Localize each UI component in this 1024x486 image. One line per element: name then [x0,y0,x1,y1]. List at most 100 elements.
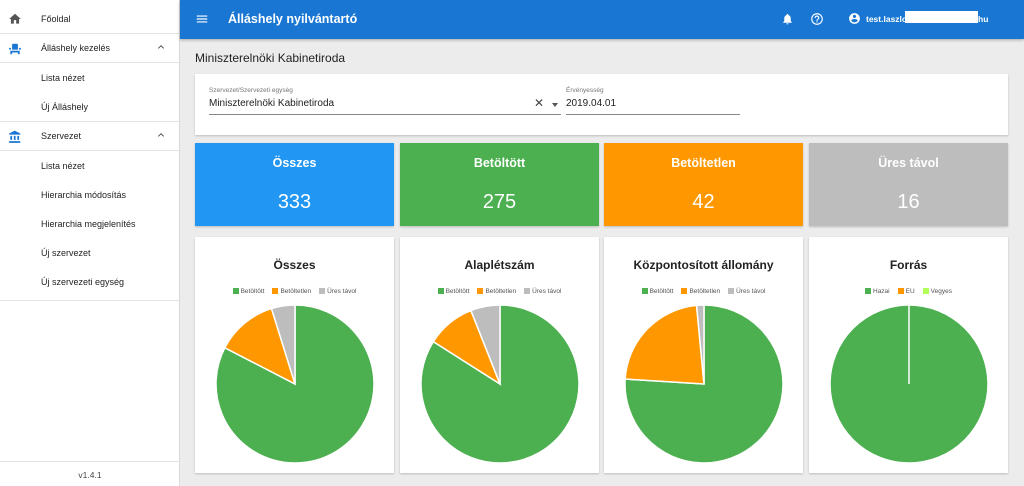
legend-label: Üres távol [327,288,357,295]
legend-item[interactable]: Betöltött [641,288,673,295]
legend-label: Betöltetlen [689,288,721,295]
stat-card-vacant: Betöltetlen 42 [604,143,803,226]
bell-icon[interactable] [781,12,794,26]
legend-swatch [477,288,484,294]
pie-slice[interactable] [223,307,297,386]
legend-item[interactable]: Betöltetlen [477,288,516,295]
validity-field-label: Érvényesség [566,87,604,94]
stat-value: 333 [277,191,312,213]
menu-icon[interactable] [195,12,209,26]
chart-legend: Betöltött Betöltetlen Üres távol [400,288,599,295]
sidebar-item-label: Álláshely kezelés [41,43,111,53]
help-icon[interactable] [810,12,824,26]
validity-field-underline [566,114,740,115]
legend-swatch [897,288,904,294]
legend-swatch [922,288,929,294]
sidebar-item-new-unit[interactable]: Új szervezeti egység [0,267,179,296]
org-field-label: Szervezet/Szervezeti egység [209,87,293,94]
bank-icon [9,130,21,143]
sidebar-item-label: Hierarchia módosítás [41,189,127,200]
filter-card: Szervezet/Szervezeti egység Minisztereln… [195,74,1008,135]
legend-item[interactable]: Vegyes [922,288,952,295]
validity-input[interactable]: 2019.04.01 [566,98,617,109]
page-title: Miniszterelnöki Kabinetiroda [195,51,346,65]
sidebar-item-label: Szervezet [41,131,82,141]
chart-title: Központosított állomány [633,258,774,272]
sidebar-item-label: Új Álláshely [41,101,89,112]
sidebar-item-label: Új szervezet [41,247,91,258]
legend-swatch [681,288,688,294]
redacted-block [905,11,978,23]
stat-card-total: Összes 333 [195,143,394,226]
sidebar-item-new-org[interactable]: Új szervezet [0,238,179,267]
stat-value: 275 [482,191,517,213]
legend-label: Üres távol [736,288,766,295]
sidebar-item-positions-list[interactable]: Lista nézet [0,63,179,92]
legend-label: Betöltött [445,288,470,295]
home-icon [9,13,21,24]
stat-label: Összes [272,156,317,170]
legend-item[interactable]: Hazai [865,288,890,295]
pie-slice[interactable] [469,304,501,385]
legend-item[interactable]: Betöltött [437,288,470,295]
legend-label: Hazai [873,288,890,295]
legend-label: Vegyes [930,288,952,295]
legend-item[interactable]: Betöltetlen [272,288,311,295]
sidebar-item-home[interactable]: Főoldal [0,4,179,33]
legend-swatch [319,288,326,294]
chart-title: Alaplétszám [464,258,535,272]
legend-swatch [437,288,444,294]
pie-slice[interactable] [624,304,705,385]
legend-label: Üres távol [532,288,562,295]
legend-label: Betöltött [240,288,265,295]
chart-title: Összes [273,258,316,272]
sidebar-item-hierarchy-edit[interactable]: Hierarchia módosítás [0,180,179,209]
sidebar-item-label: Új szervezeti egység [41,276,125,287]
sidebar-item-label: Lista nézet [41,160,85,171]
pie-slice[interactable] [695,304,705,385]
sidebar-item-label: Hierarchia megjelenítés [41,218,136,229]
chart-card: Összes Betöltött Betöltetlen Üres távol [195,237,394,473]
chart-card: Alaplétszám Betöltött Betöltetlen Üres táv… [400,237,599,473]
user-name-suffix[interactable]: hu [978,14,989,24]
legend-swatch [641,288,648,294]
app-bar: Álláshely nyilvántartó test.laszlo hu [180,0,1024,39]
chart-title: Forrás [889,258,928,272]
close-icon[interactable]: ✕ [534,96,545,110]
legend-swatch [728,288,735,294]
user-name[interactable]: test.laszlo [866,14,908,24]
legend-item[interactable]: Betöltött [232,288,265,295]
pie-chart [829,304,989,464]
pie-slice[interactable] [270,304,296,385]
sidebar-item-new-position[interactable]: Új Álláshely [0,92,179,121]
legend-item[interactable]: EU [897,288,915,295]
account-icon[interactable] [848,12,861,25]
pie-chart [420,304,580,464]
sidebar-group-positions[interactable]: Álláshely kezelés [0,33,179,62]
sidebar-item-org-list[interactable]: Lista nézet [0,151,179,180]
chevron-down-icon[interactable] [552,103,558,107]
chart-legend: Betöltött Betöltetlen Üres távol [195,288,394,295]
version-label: v1.4.1 [78,470,102,480]
legend-swatch [524,288,531,294]
legend-swatch [865,288,871,294]
legend-item[interactable]: Betöltetlen [681,288,720,295]
legend-label: EU [905,288,915,295]
legend-label: Betöltetlen [485,288,517,295]
sidebar-item-hierarchy-view[interactable]: Hierarchia megjelenítés [0,209,179,238]
stat-value: 42 [692,191,715,213]
chart-legend: Betöltött Betöltetlen Üres távol [604,288,803,295]
chevron-up-icon [158,133,164,137]
sidebar-group-organization[interactable]: Szervezet [0,121,179,150]
pie-chart [624,304,784,464]
legend-item[interactable]: Üres távol [728,288,765,295]
legend-label: Betöltetlen [280,288,312,295]
chart-card: Forrás Hazai EU Vegyes [809,237,1008,473]
org-select[interactable]: Miniszterelnöki Kabinetiroda [209,98,335,109]
org-field-underline [209,114,561,115]
seat-icon [9,43,21,55]
legend-item[interactable]: Üres távol [524,288,561,295]
sidebar: Főoldal Álláshely kezelés Lista nézet Új… [0,0,180,486]
legend-item[interactable]: Üres távol [319,288,356,295]
pie-chart [215,304,375,464]
